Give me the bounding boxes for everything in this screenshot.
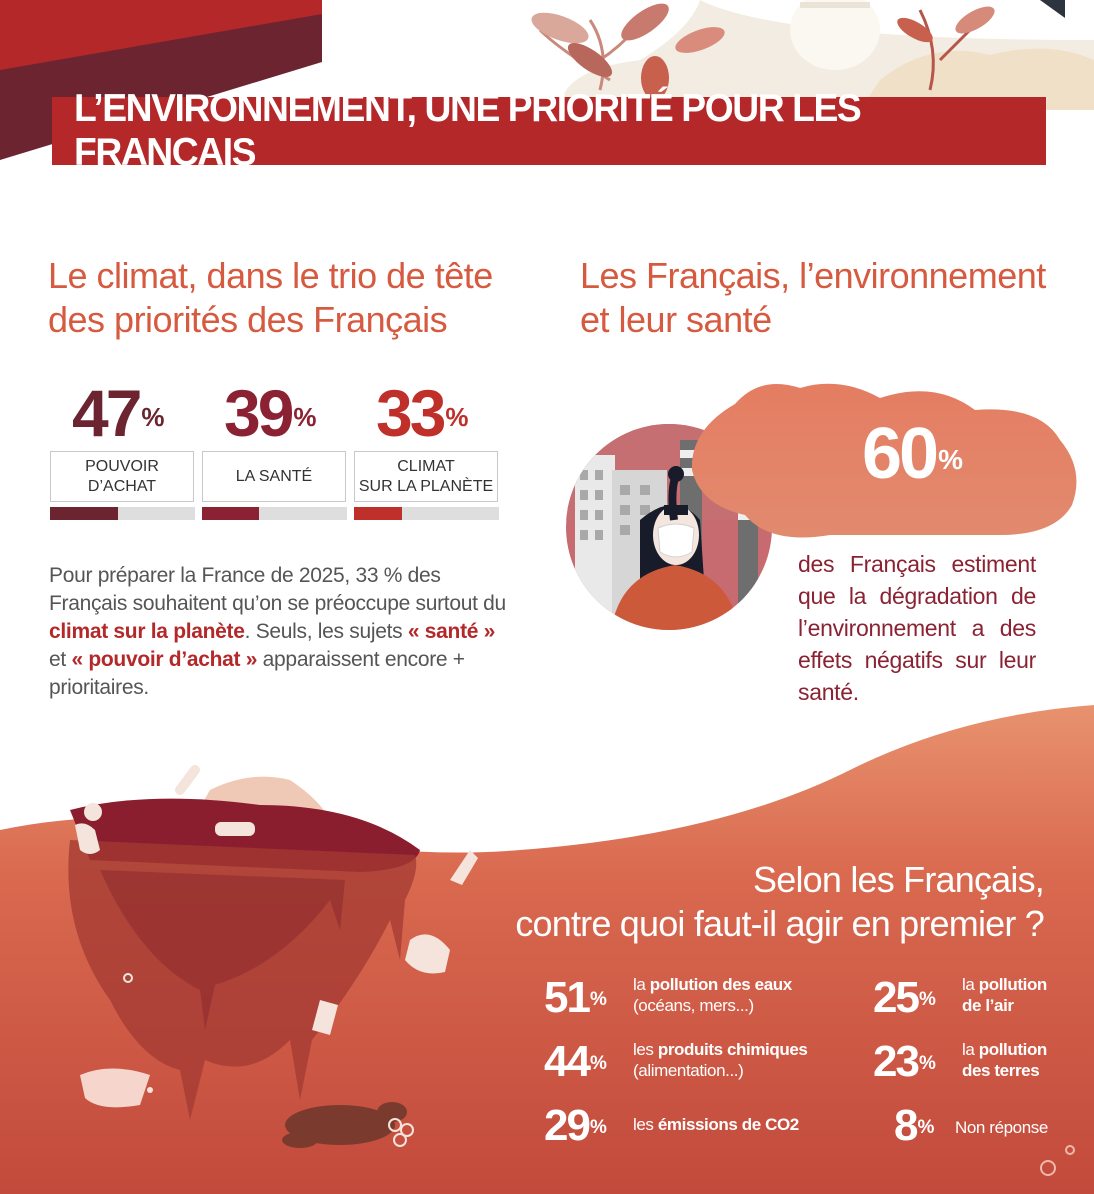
cloud-shape — [691, 383, 1077, 538]
priority-value-terres: 23% — [873, 1037, 936, 1086]
highlight-sante: « santé » — [407, 620, 496, 643]
left-paragraph: Pour préparer la France de 2025, 33 % de… — [49, 564, 506, 699]
stat-value-pouvoir-achat: 47% — [72, 376, 165, 450]
priority-value-co2: 29% — [544, 1101, 607, 1150]
left-title-line1: Le climat, dans le trio de tête — [48, 255, 493, 296]
priority-label-terres: la pollution des terres — [962, 1040, 1047, 1080]
priority-label-air: la pollution de l’air — [962, 975, 1047, 1015]
health-stat-value: 60% — [862, 414, 963, 494]
priority-label-eaux: la pollution des eaux (océans, mers...) — [633, 975, 792, 1015]
highlight-climat: climat sur la planète — [49, 620, 245, 643]
page-title-banner: L’ENVIRONNEMENT, UNE PRIORITÉ POUR LES F… — [52, 87, 1046, 174]
priority-label-co2: les émissions de CO2 — [633, 1115, 799, 1134]
stat-value-climat: 33% — [376, 376, 469, 450]
priority-value-chimiques: 44% — [544, 1037, 607, 1086]
highlight-pouvoir-achat: « pouvoir d’achat » — [71, 648, 258, 671]
stat-bar-sante — [202, 507, 347, 520]
right-section-title: Les Français, l’environnement et leur sa… — [580, 254, 1080, 342]
priority-value-eaux: 51% — [544, 973, 607, 1022]
debris-items — [80, 850, 1075, 1176]
health-stat-description: des Français estiment que la dégradation… — [798, 551, 1036, 705]
priority-label-chimiques: les produits chimiques (alimentation...) — [633, 1040, 808, 1080]
bottom-title-line2: contre quoi faut-il agir en premier ? — [515, 903, 1044, 944]
left-title-line2: des priorités des Français — [48, 299, 448, 340]
page-title: L’ENVIRONNEMENT, UNE PRIORITÉ POUR LES F… — [74, 87, 862, 174]
stat-bar-pouvoir-achat — [50, 507, 195, 520]
waste-island — [68, 765, 420, 1120]
priority-value-non-reponse: 8% — [894, 1101, 935, 1150]
priority-label-non-reponse: Non réponse — [955, 1118, 1048, 1137]
right-title-line1: Les Français, l’environnement — [580, 255, 1046, 296]
plants-decoration — [531, 0, 1094, 110]
left-section-title: Le climat, dans le trio de tête des prio… — [48, 254, 528, 342]
stat-label-climat: CLIMAT SUR LA PLANÈTE — [354, 451, 498, 502]
stat-label-sante: LA SANTÉ — [202, 451, 346, 502]
stat-bar-climat — [354, 507, 499, 520]
priority-value-air: 25% — [873, 973, 936, 1022]
right-title-line2: et leur santé — [580, 299, 772, 340]
bottom-title-line1: Selon les Français, — [753, 859, 1045, 900]
stat-value-sante: 39% — [224, 376, 317, 450]
bottom-wave — [0, 705, 1094, 1194]
stat-label-pouvoir-achat: POUVOIR D’ACHAT — [50, 451, 194, 502]
bottom-section-title: Selon les Français, contre quoi faut-il … — [444, 858, 1044, 946]
